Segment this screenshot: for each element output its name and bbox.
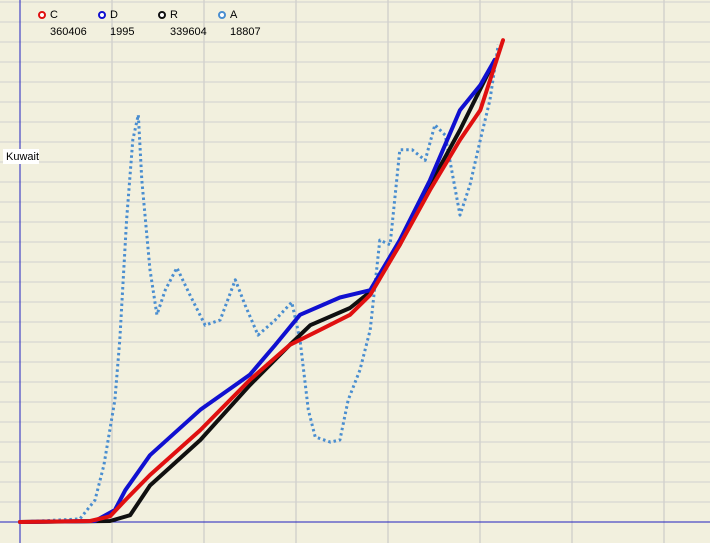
legend-label: D [110,9,118,21]
series-line [19,44,500,524]
annotation: Kuwait [6,151,39,163]
series-line [18,58,497,524]
legend-marker [98,11,106,19]
legend-label: R [170,9,178,21]
legend-marker [158,11,166,19]
legend-total: 339604 [170,26,207,38]
legend-total: 360406 [50,26,87,38]
annotation-box [3,149,39,164]
series-line [18,58,497,524]
legend-marker [38,11,46,19]
legend-marker [218,11,226,19]
series-line [18,38,505,524]
legend-total: 18807 [230,26,261,38]
legend-label: A [230,9,238,21]
legend-label: C [50,9,58,21]
legend-total: 1995 [110,26,134,38]
